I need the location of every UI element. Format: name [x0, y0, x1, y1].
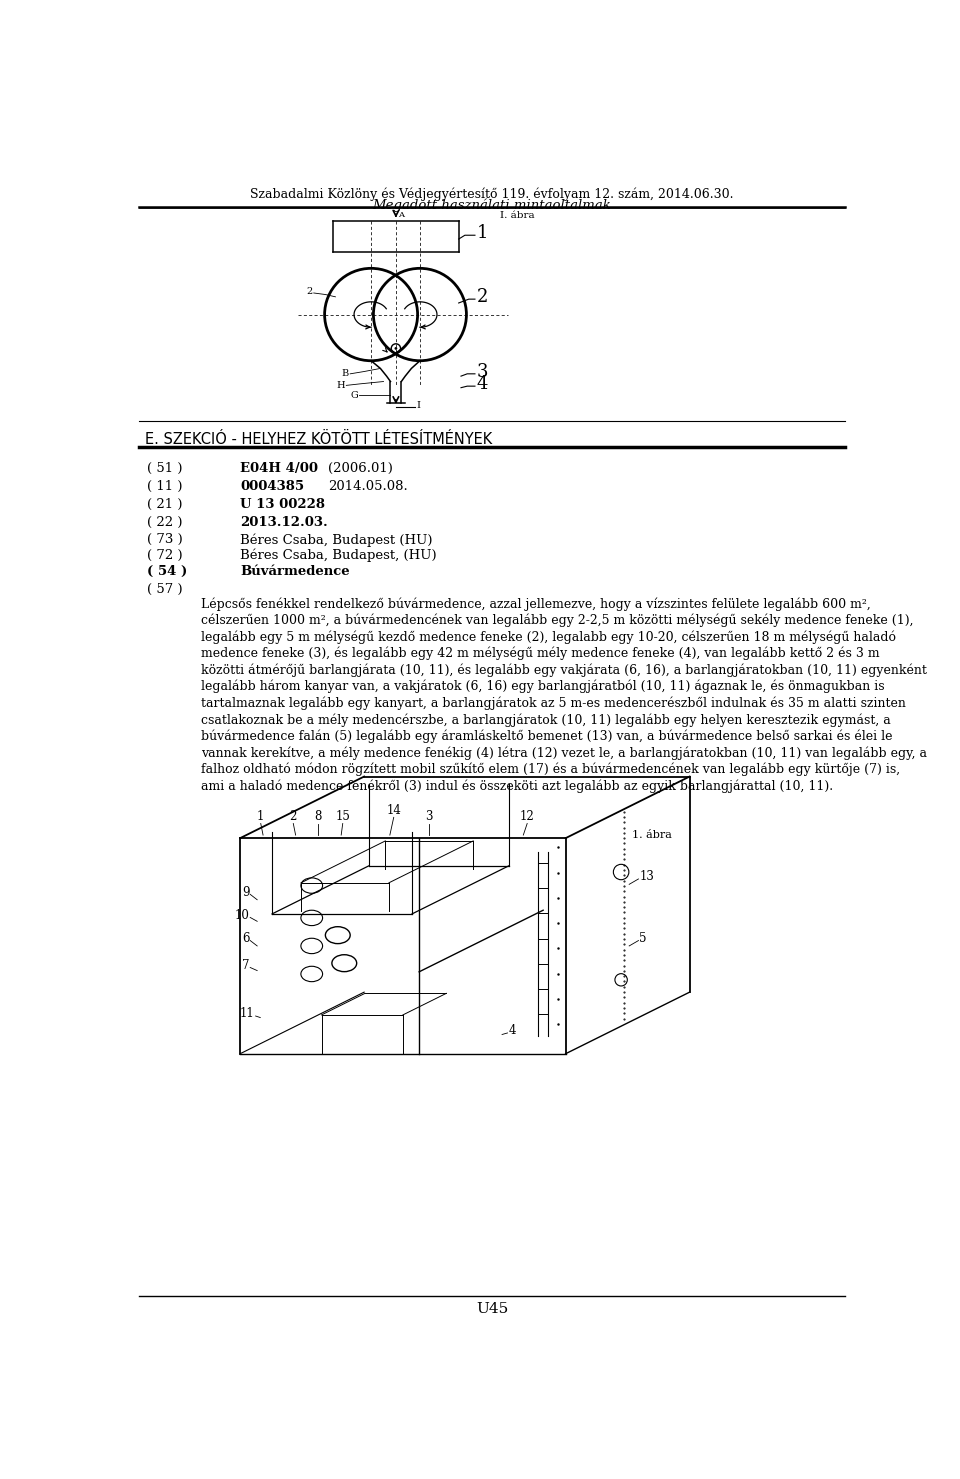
Text: Lépcsős fenékkel rendelkező búvármedence, azzal jellemezve, hogy a vízszintes fe: Lépcsős fenékkel rendelkező búvármedence… [202, 598, 871, 611]
Text: ( 73 ): ( 73 ) [147, 534, 182, 546]
Text: 1. ábra: 1. ábra [632, 830, 671, 840]
Text: falhoz oldható módon rögzített mobil szűkítő elem (17) és a búvármedencének van : falhoz oldható módon rögzített mobil szű… [202, 763, 900, 776]
Text: E. SZEKCIÓ - HELYHEZ KÖTÖTT LÉTESÍTMÉNYEK: E. SZEKCIÓ - HELYHEZ KÖTÖTT LÉTESÍTMÉNYE… [145, 432, 492, 447]
Text: I: I [417, 401, 420, 410]
Text: 10: 10 [234, 908, 250, 921]
Text: 0004385: 0004385 [240, 481, 304, 493]
Text: 4: 4 [476, 374, 488, 393]
Text: 2: 2 [306, 287, 312, 296]
Text: ( 11 ): ( 11 ) [147, 481, 182, 493]
Text: Megadott használati mintaoltalmak: Megadott használati mintaoltalmak [372, 198, 612, 211]
Text: H: H [336, 382, 345, 390]
Text: ( 54 ): ( 54 ) [147, 565, 187, 578]
Text: U 13 00228: U 13 00228 [240, 498, 325, 510]
Circle shape [395, 348, 397, 351]
Text: közötti átmérőjű barlangjárata (10, 11), és legalább egy vakjárata (6, 16), a ba: közötti átmérőjű barlangjárata (10, 11),… [202, 664, 927, 677]
Text: 9: 9 [242, 886, 250, 899]
Text: 2014.05.08.: 2014.05.08. [327, 481, 407, 493]
Text: ( 57 ): ( 57 ) [147, 583, 182, 596]
Text: E04H 4/00: E04H 4/00 [240, 463, 318, 475]
Text: ( 22 ): ( 22 ) [147, 516, 182, 528]
Text: Szabadalmi Közlöny és Védjegyértesítő 119. évfolyam 12. szám, 2014.06.30.: Szabadalmi Közlöny és Védjegyértesítő 11… [251, 188, 733, 201]
Text: 6: 6 [242, 932, 250, 945]
Text: legalább egy 5 m mélységű kezdő medence feneke (2), legalabb egy 10-20, célszerű: legalább egy 5 m mélységű kezdő medence … [202, 630, 897, 643]
Text: Béres Csaba, Budapest, (HU): Béres Csaba, Budapest, (HU) [240, 549, 437, 562]
Text: ( 21 ): ( 21 ) [147, 498, 182, 510]
Text: 13: 13 [639, 870, 654, 883]
Text: 3: 3 [476, 362, 488, 380]
Text: 2013.12.03.: 2013.12.03. [240, 516, 328, 528]
Text: 7: 7 [242, 958, 250, 972]
Text: ( 51 ): ( 51 ) [147, 463, 182, 475]
Text: tartalmaznak legalább egy kanyart, a barlangjáratok az 5 m-es medencerészből ind: tartalmaznak legalább egy kanyart, a bar… [202, 697, 906, 710]
Text: B: B [342, 370, 348, 379]
Text: medence feneke (3), és legalább egy 42 m mélységű mély medence feneke (4), van l: medence feneke (3), és legalább egy 42 m… [202, 646, 880, 660]
Text: U45: U45 [476, 1303, 508, 1316]
Text: 14: 14 [386, 803, 401, 816]
Text: G: G [350, 390, 358, 399]
Text: legalább három kanyar van, a vakjáratok (6, 16) egy barlangjáratból (10, 11) ága: legalább három kanyar van, a vakjáratok … [202, 680, 885, 694]
Text: 12: 12 [519, 809, 535, 822]
Text: ( 72 ): ( 72 ) [147, 549, 182, 562]
Text: 2: 2 [290, 809, 297, 822]
Text: 3: 3 [425, 809, 433, 822]
Text: 2: 2 [476, 288, 488, 306]
Text: búvármedence falán (5) legalább egy áramláskeltő bemenet (13) van, a búvármedenc: búvármedence falán (5) legalább egy áram… [202, 729, 893, 742]
Text: 11: 11 [240, 1007, 254, 1021]
Text: I. ábra: I. ábra [500, 210, 535, 219]
Text: csatlakoznak be a mély medencérszbe, a barlangjáratok (10, 11) legalább egy hely: csatlakoznak be a mély medencérszbe, a b… [202, 713, 891, 726]
Text: 5: 5 [639, 932, 647, 945]
Text: Búvármedence: Búvármedence [240, 565, 349, 578]
Text: 8: 8 [315, 809, 323, 822]
Text: 4: 4 [508, 1023, 516, 1037]
Text: 1: 1 [257, 809, 264, 822]
Text: (2006.01): (2006.01) [327, 463, 393, 475]
Text: célszerűen 1000 m², a búvármedencének van legalább egy 2-2,5 m közötti mélységű : célszerűen 1000 m², a búvármedencének va… [202, 614, 914, 627]
Text: A: A [398, 211, 404, 219]
Text: ami a haladó medence fenékről (3) indul és összeköti azt legalább az egyik barla: ami a haladó medence fenékről (3) indul … [202, 779, 833, 793]
Text: 15: 15 [335, 809, 350, 822]
Text: Béres Csaba, Budapest (HU): Béres Csaba, Budapest (HU) [240, 534, 433, 547]
Text: 1: 1 [476, 223, 488, 243]
Text: vannak kerekítve, a mély medence fenékig (4) létra (12) vezet le, a barlangjárat: vannak kerekítve, a mély medence fenékig… [202, 745, 927, 760]
